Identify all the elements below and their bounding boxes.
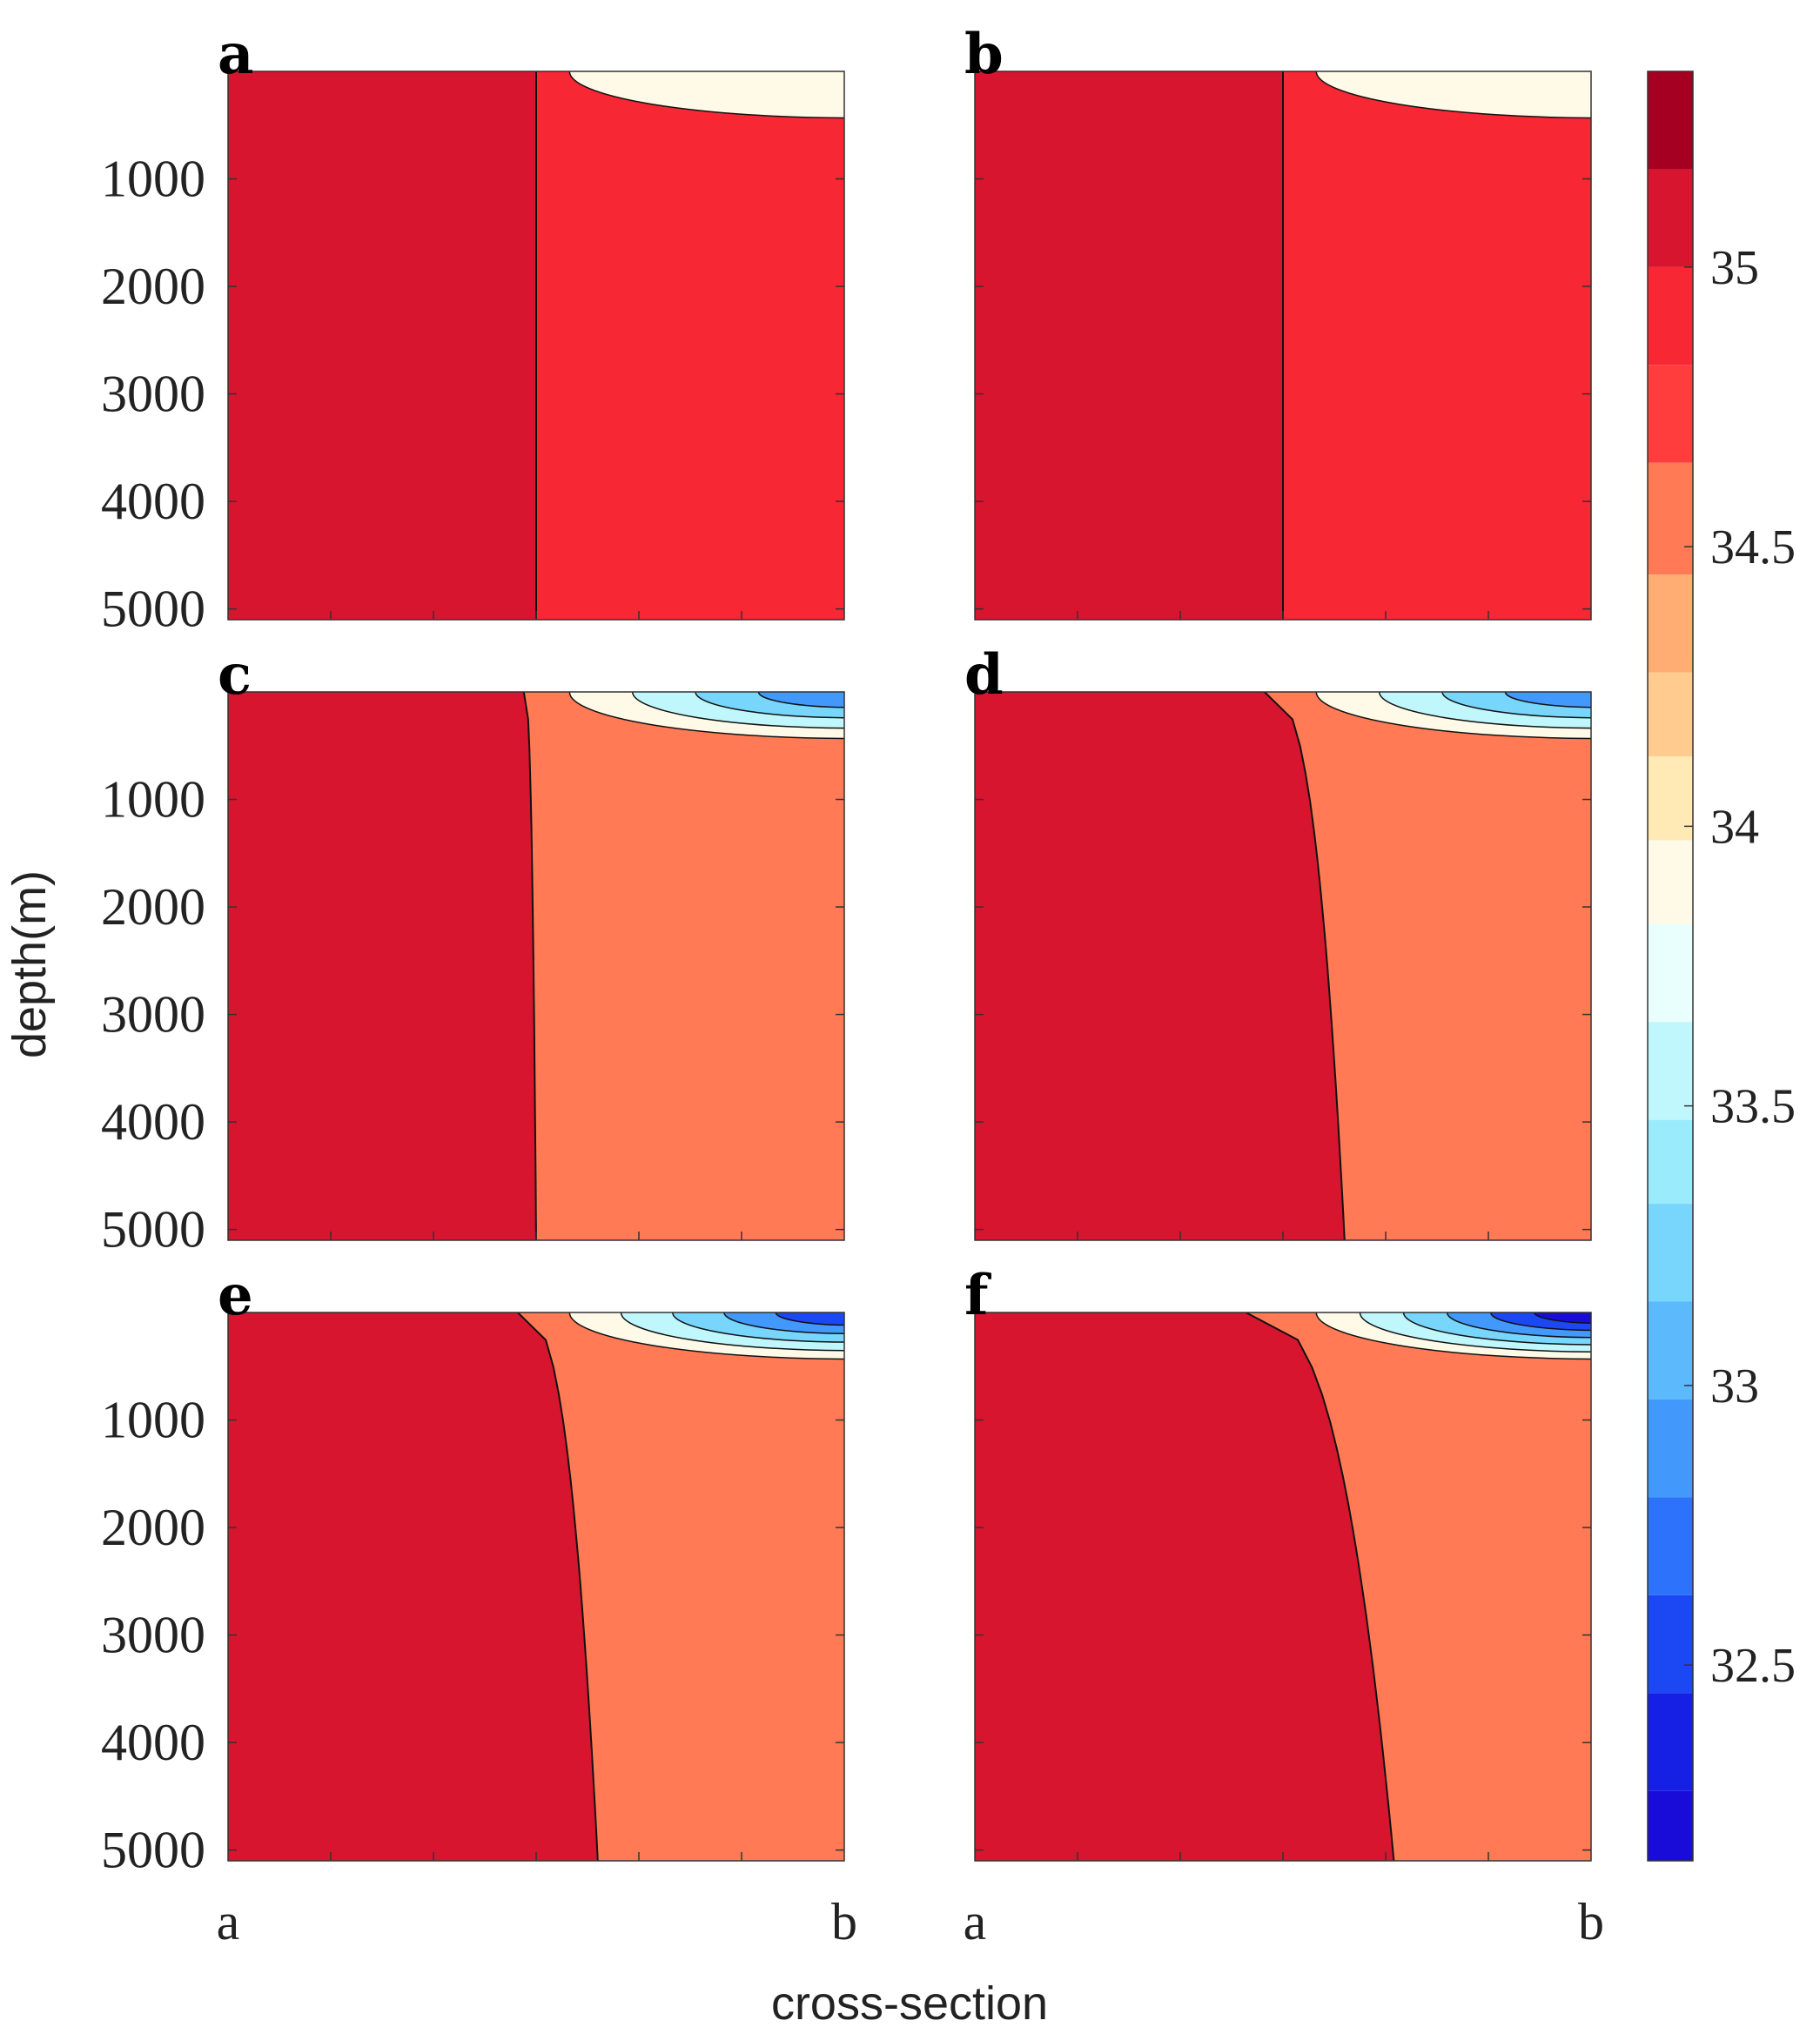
panel-label-e: e (218, 1263, 253, 1328)
colorbar-tick-label: 34 (1710, 800, 1759, 854)
panel-d: d (964, 642, 1592, 1241)
panel-body (975, 71, 1591, 620)
colorbar-swatch (1648, 1022, 1693, 1120)
y-tick-label: 2000 (101, 258, 205, 315)
colorbar-tick-label: 35 (1710, 241, 1759, 295)
panel-b: b (964, 22, 1592, 621)
panel-label-f: f (964, 1263, 991, 1328)
colorbar-swatch (1648, 574, 1693, 673)
panel-a: a (218, 22, 845, 621)
y-tick-label: 5000 (101, 1822, 205, 1879)
colorbar-frame (1647, 70, 1694, 1862)
colorbar-swatch (1648, 840, 1693, 924)
y-axes-group: 1000 2000 3000 4000 5000 1000 2000 3000 4000 5000… (101, 151, 205, 1879)
colorbar-swatch (1648, 756, 1693, 841)
left-water-mass (228, 1312, 598, 1861)
panel-label-d: d (964, 642, 1004, 708)
water-mass-boundary-contour (1264, 692, 1346, 1240)
left-water-mass (228, 71, 536, 620)
colorbar: 32.5 33 33.5 34 34.5 35 (1647, 70, 1796, 1862)
x-end-label: b (831, 1893, 857, 1950)
panel-label-b: b (964, 22, 1004, 87)
colorbar-swatch (1648, 1119, 1693, 1205)
panel-body (975, 692, 1591, 1240)
colorbar-swatch (1648, 1204, 1693, 1302)
water-mass-boundary-contour (522, 692, 537, 1240)
y-tick-label: 4000 (101, 1093, 205, 1151)
y-tick-label: 5000 (101, 581, 205, 638)
panel-c: c (218, 642, 845, 1241)
colorbar-tick-label: 32.5 (1710, 1639, 1796, 1693)
left-water-mass (975, 71, 1283, 620)
colorbar-swatch (1648, 71, 1693, 170)
y-axis-title: depth(m) (3, 870, 56, 1058)
x-end-label: b (1578, 1893, 1604, 1950)
panel-f: f (964, 1263, 1592, 1862)
x-start-label: a (217, 1893, 240, 1950)
surface-fresh-lens-layer (1315, 71, 1591, 119)
colorbar-swatch (1648, 266, 1693, 366)
y-tick-label: 1000 (101, 771, 205, 829)
panel-body (975, 1312, 1591, 1861)
x-axis-title: cross-section (771, 1977, 1048, 2030)
y-tick-label: 3000 (101, 1607, 205, 1664)
colorbar-swatch (1648, 1790, 1693, 1861)
colorbar-swatch (1648, 462, 1693, 575)
colorbar-swatch (1648, 1301, 1693, 1400)
y-tick-label: 5000 (101, 1201, 205, 1259)
panels-group: a b c d e f (218, 22, 1592, 1862)
panel-label-a: a (218, 22, 253, 87)
water-mass-boundary-contour (517, 1312, 599, 1861)
left-water-mass (975, 692, 1345, 1240)
colorbar-tick-label: 33.5 (1710, 1080, 1796, 1134)
colorbar-swatch (1648, 365, 1693, 463)
y-tick-label: 1000 (101, 1392, 205, 1449)
left-water-mass (228, 692, 536, 1240)
panel-label-c: c (218, 642, 252, 708)
panel-e: e (218, 1263, 845, 1862)
colorbar-swatch (1648, 1594, 1693, 1694)
colorbar-swatch (1648, 1399, 1693, 1498)
y-tick-label: 4000 (101, 1714, 205, 1771)
y-tick-label: 3000 (101, 366, 205, 423)
colorbar-swatch (1648, 672, 1693, 757)
water-mass-boundary-contour (1246, 1312, 1395, 1861)
colorbar-swatch (1648, 923, 1693, 1023)
y-tick-label: 1000 (101, 151, 205, 208)
colorbar-swatch (1648, 1497, 1693, 1595)
panel-body (228, 692, 844, 1240)
y-tick-label: 2000 (101, 1499, 205, 1556)
colorbar-tick-label: 34.5 (1710, 520, 1796, 574)
colorbar-swatch (1648, 169, 1693, 267)
surface-fresh-lens-layer (568, 71, 844, 119)
left-water-mass (975, 1312, 1394, 1861)
y-tick-label: 4000 (101, 473, 205, 530)
colorbar-swatch (1648, 1693, 1693, 1791)
y-tick-label: 2000 (101, 878, 205, 936)
colorbar-tick-label: 33 (1710, 1359, 1759, 1413)
panel-body (228, 71, 844, 620)
x-start-label: a (964, 1893, 987, 1950)
y-tick-label: 3000 (101, 986, 205, 1044)
